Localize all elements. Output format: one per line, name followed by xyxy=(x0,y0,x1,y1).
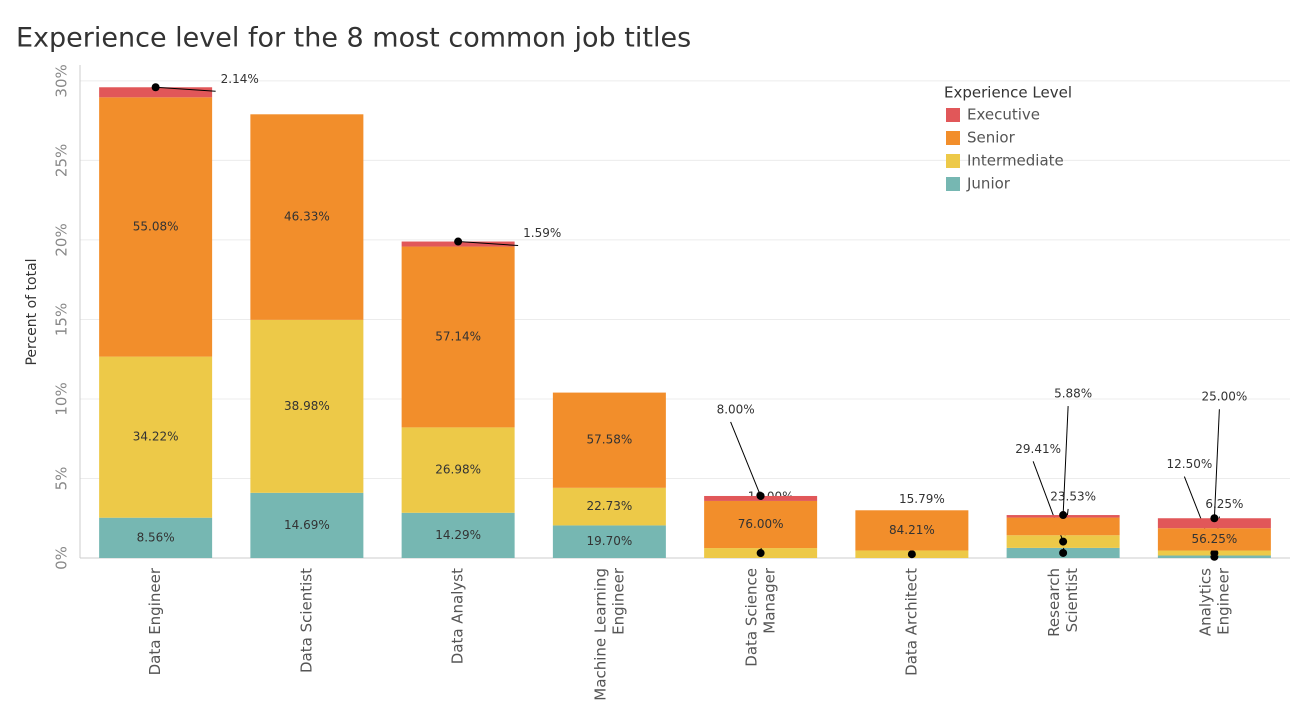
data-label: 6.25% xyxy=(1205,497,1243,511)
bar-segment xyxy=(99,87,213,98)
legend-title: Experience Level xyxy=(944,84,1072,102)
data-label: 38.98% xyxy=(284,399,330,413)
bar-segment xyxy=(401,427,515,513)
data-label: 14.69% xyxy=(284,518,330,532)
data-label: 76.00% xyxy=(738,517,784,531)
data-label: 55.08% xyxy=(133,219,179,233)
bar-segment xyxy=(99,97,213,357)
bar-segment xyxy=(552,487,666,526)
legend-label: Executive xyxy=(967,106,1040,124)
legend-swatch xyxy=(946,154,960,168)
x-tick-label: Data ScienceManager xyxy=(742,567,778,667)
bar-segment xyxy=(1157,528,1271,551)
callout-dot xyxy=(1210,549,1219,558)
data-label: 12.50% xyxy=(1166,457,1212,471)
callout-line xyxy=(730,421,762,497)
data-label: 2.14% xyxy=(221,72,259,86)
legend-swatch xyxy=(946,177,960,191)
x-tick-label: Data Scientist xyxy=(297,568,315,673)
data-label: 25.00% xyxy=(1201,390,1247,404)
data-label: 57.14% xyxy=(435,329,481,343)
bar-segment xyxy=(1006,517,1120,536)
chart-title: Experience level for the 8 most common j… xyxy=(16,23,691,54)
x-tick-label: Data Engineer xyxy=(146,567,164,675)
y-tick-label: 30% xyxy=(53,64,71,97)
data-label: 29.41% xyxy=(1015,442,1061,456)
data-label: 1.59% xyxy=(523,226,561,240)
callout-dot xyxy=(1059,548,1068,557)
bar-segment xyxy=(401,246,515,428)
legend-label: Junior xyxy=(966,175,1011,193)
bar-segment xyxy=(250,114,364,320)
x-tick-label: Data Analyst xyxy=(449,568,467,664)
bar-segment xyxy=(552,525,666,558)
callout-dot xyxy=(907,550,916,559)
callout-line xyxy=(1213,409,1220,519)
x-tick-label: Data Architect xyxy=(902,568,920,676)
callout-dot xyxy=(454,237,463,246)
bar-segment xyxy=(401,512,515,558)
callout-dot xyxy=(1059,511,1068,520)
legend-swatch xyxy=(946,131,960,145)
x-tick-label: AnalyticsEngineer xyxy=(1196,567,1232,636)
y-tick-label: 20% xyxy=(53,223,71,256)
callout-line xyxy=(1062,406,1069,516)
data-label: 8.00% xyxy=(717,402,755,416)
data-label: 46.33% xyxy=(284,210,330,224)
data-label: 8.56% xyxy=(137,530,175,544)
data-label: 5.88% xyxy=(1054,387,1092,401)
callout-dot xyxy=(756,549,765,558)
callout-dot xyxy=(151,83,160,92)
y-tick-label: 25% xyxy=(53,144,71,177)
bar-segment xyxy=(855,510,969,551)
data-label: 57.58% xyxy=(586,433,632,447)
callout-dot xyxy=(756,491,765,500)
data-label: 15.79% xyxy=(899,492,945,506)
bar-segment xyxy=(99,517,213,558)
data-label: 22.73% xyxy=(586,499,632,513)
bar-segment xyxy=(1157,518,1271,529)
callout-line xyxy=(458,241,519,247)
data-label: 84.21% xyxy=(889,523,935,537)
bar-segment xyxy=(552,392,666,488)
data-label: 23.53% xyxy=(1050,489,1096,503)
data-label: 26.98% xyxy=(435,463,481,477)
data-label: 34.22% xyxy=(133,430,179,444)
y-tick-label: 5% xyxy=(53,467,71,491)
bar-segment xyxy=(250,492,364,558)
legend-swatch xyxy=(946,108,960,122)
x-tick-label: ResearchScientist xyxy=(1045,568,1081,637)
y-tick-label: 15% xyxy=(53,303,71,336)
data-label: 19.70% xyxy=(586,534,632,548)
callout-dot xyxy=(1059,537,1068,546)
y-axis-label: Percent of total xyxy=(24,258,40,365)
bar-segment xyxy=(704,500,818,549)
legend-label: Senior xyxy=(967,129,1016,147)
bar-segment xyxy=(250,319,364,493)
y-tick-label: 0% xyxy=(53,546,71,570)
data-label: 56.25% xyxy=(1191,532,1237,546)
legend-label: Intermediate xyxy=(967,152,1064,170)
y-tick-label: 10% xyxy=(53,382,71,415)
data-label: 14.29% xyxy=(435,528,481,542)
callout-dot xyxy=(1210,514,1219,523)
bar-segment xyxy=(99,356,213,518)
x-tick-label: Machine LearningEngineer xyxy=(591,567,627,701)
callout-line xyxy=(155,86,216,92)
